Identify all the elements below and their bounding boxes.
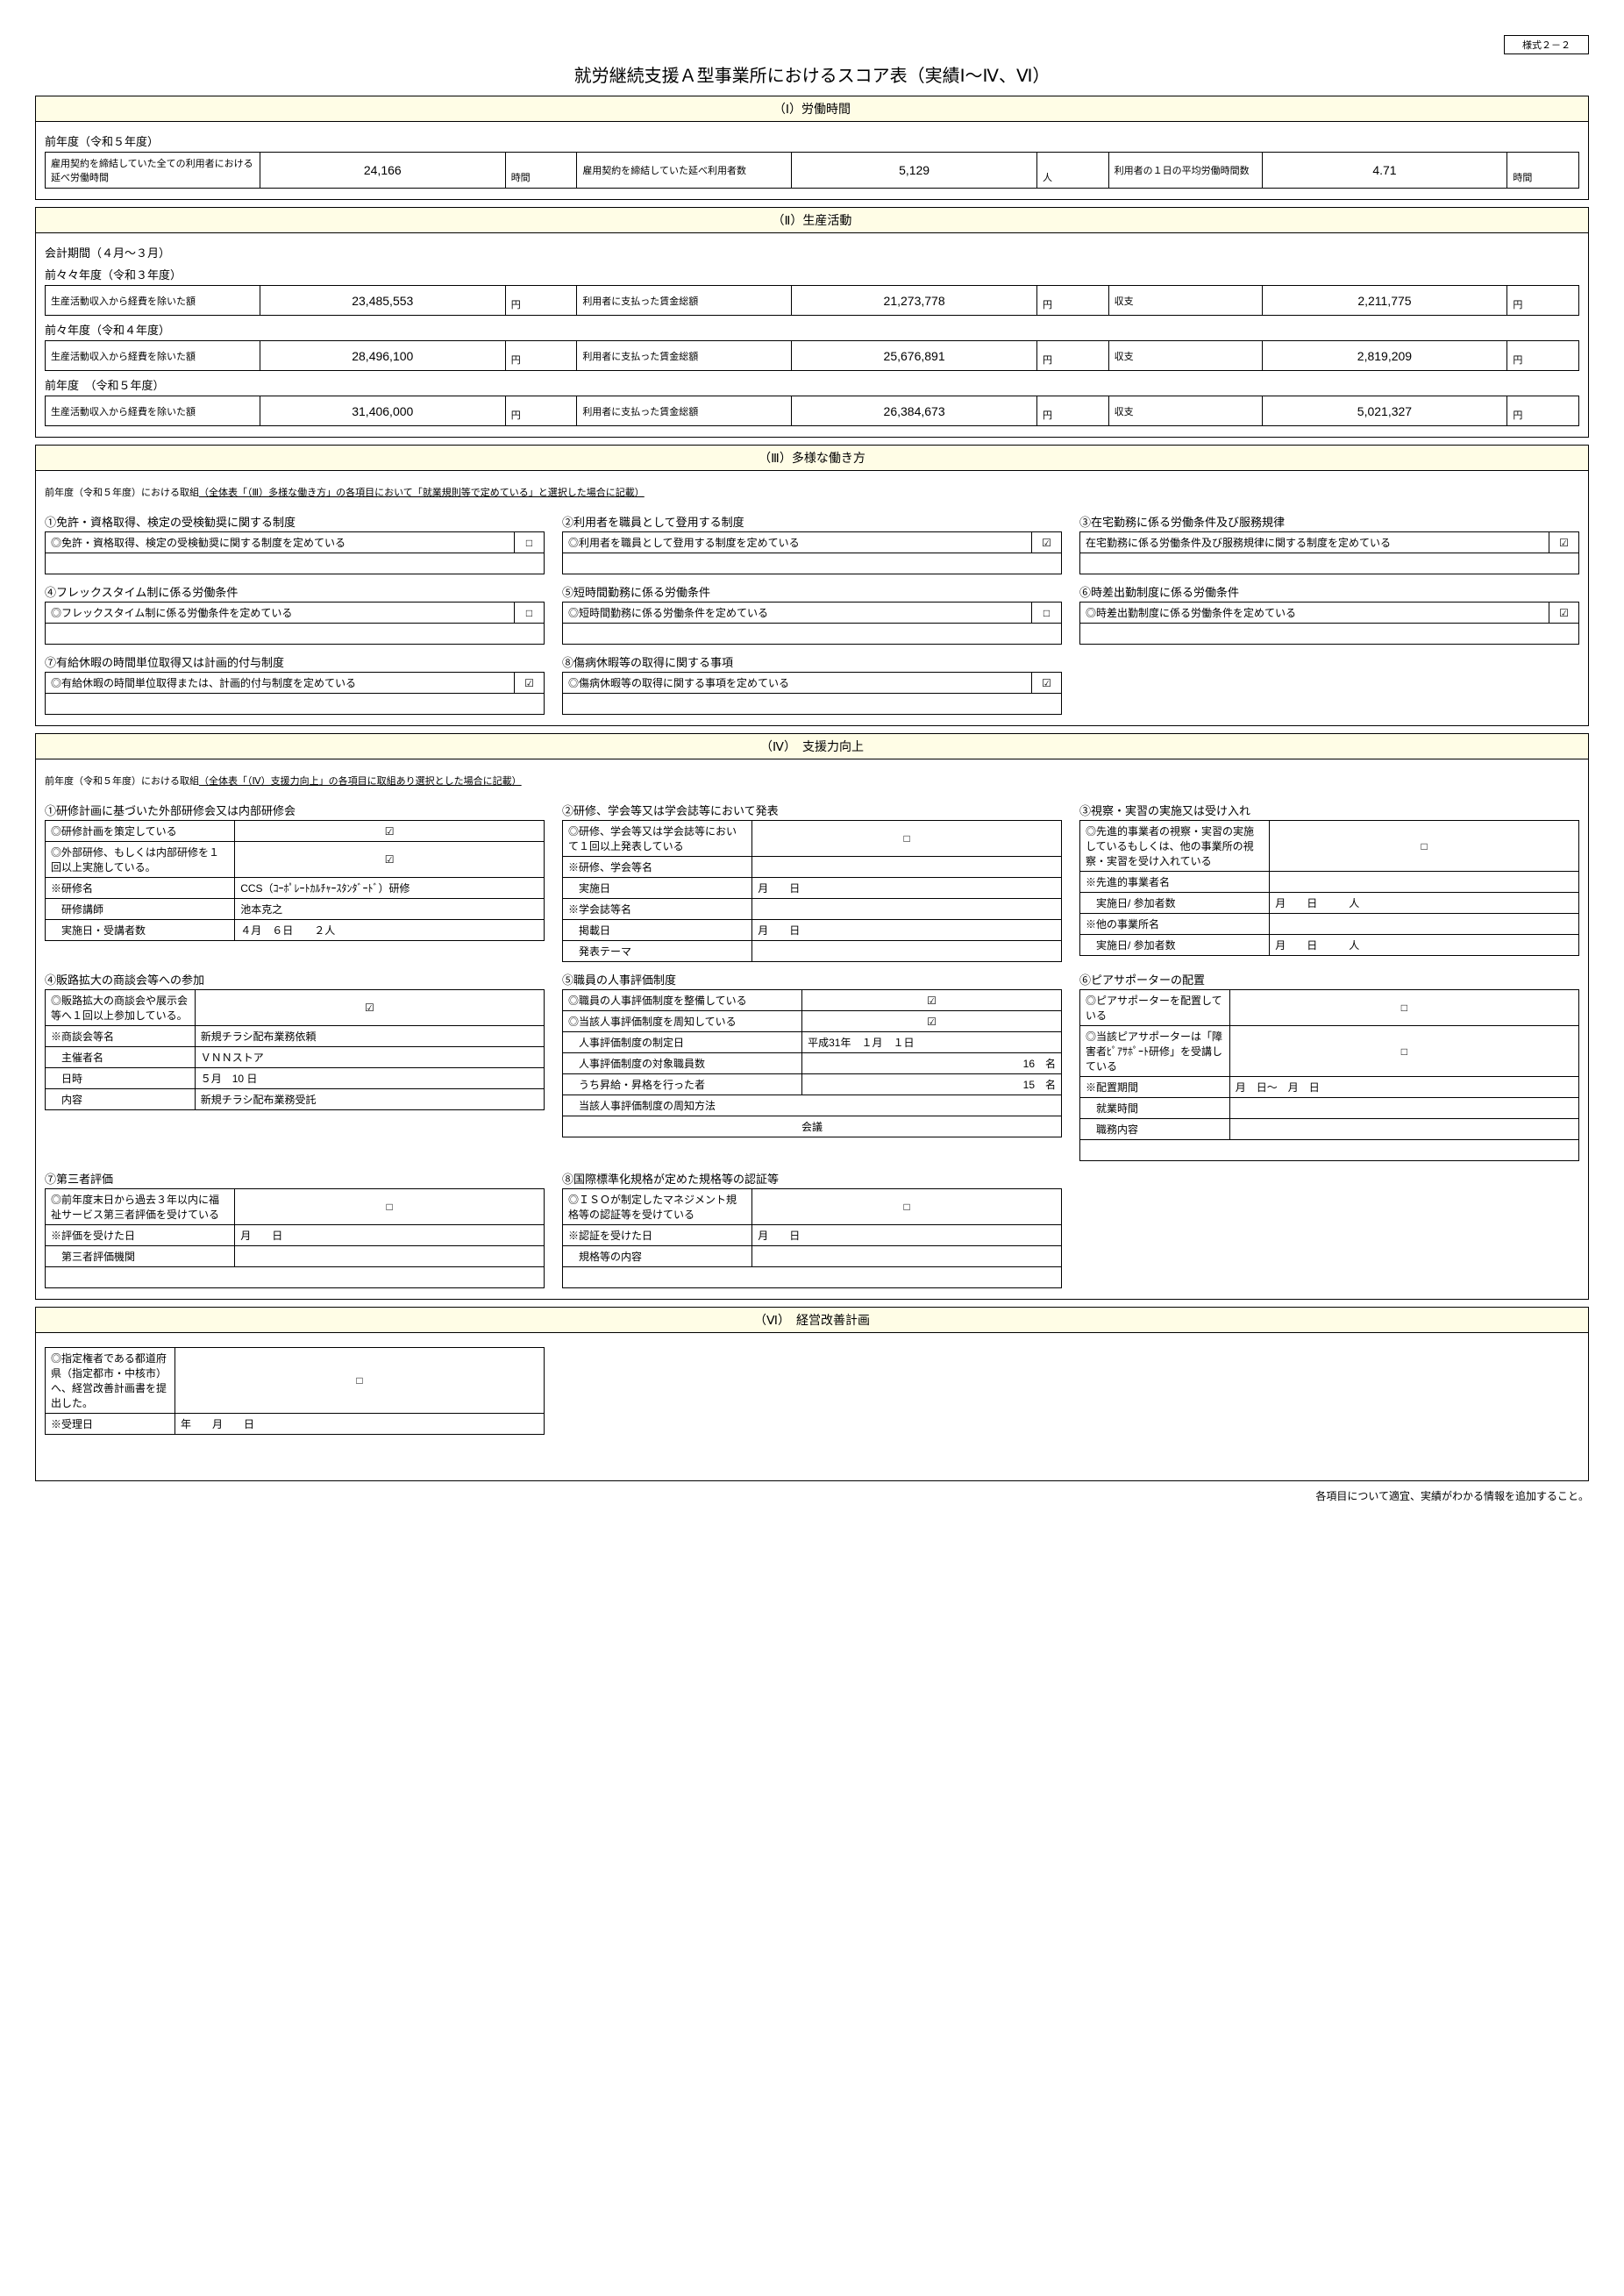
s4-g1: ①研修計画に基づいた外部研修会又は内部研修会 ◎研修計画を策定している☑ ◎外部… [45, 793, 545, 962]
checkbox[interactable]: □ [175, 1348, 544, 1414]
s4-g6: ⑥ピアサポーターの配置 ◎ピアサポーターを配置している□ ◎当該ピアサポーターは… [1079, 962, 1579, 1161]
s1-a-label: 雇用契約を締結していた全ての利用者における延べ労働時間 [46, 153, 260, 189]
s2-a-label: 生産活動収入から経費を除いた額 [46, 286, 260, 316]
checkbox[interactable]: □ [515, 532, 545, 553]
s1-a-unit: 時間 [505, 153, 577, 189]
s3-i2-title: ②利用者を職員として登用する制度 [562, 513, 1062, 530]
s2-r3-a: 31,406,000 [260, 396, 505, 426]
s4-g8: ⑧国際標準化規格が定めた規格等の認証等 ◎ＩＳＯが制定したマネジメント規格等の認… [562, 1161, 1062, 1288]
s1-c-label: 利用者の１日の平均労働時間数 [1108, 153, 1262, 189]
s3-row-3: ⑦有給休暇の時間単位取得又は計画的付与制度 ◎有給休暇の時間単位取得または、計画… [45, 645, 1579, 715]
checkbox[interactable]: □ [752, 1189, 1062, 1225]
checkbox[interactable]: □ [235, 1189, 545, 1225]
s4-g5: ⑤職員の人事評価制度 ◎職員の人事評価制度を整備している☑ ◎当該人事評価制度を… [562, 962, 1062, 1161]
page-title: 就労継続支援Ａ型事業所におけるスコア表（実績Ⅰ～Ⅳ、Ⅵ） [35, 61, 1589, 87]
s2-c-label: 収支 [1108, 286, 1262, 316]
s2-r2-b: 25,676,891 [792, 341, 1037, 371]
checkbox[interactable]: □ [752, 821, 1062, 857]
checkbox[interactable]: ☑ [235, 821, 545, 842]
section-3-title: （Ⅲ）多様な働き方 [35, 445, 1589, 471]
s2-b-label: 利用者に支払った賃金総額 [577, 286, 792, 316]
s1-c-unit: 時間 [1507, 153, 1579, 189]
s2-row-3: 生産活動収入から経費を除いた額 31,406,000 円 利用者に支払った賃金総… [45, 396, 1579, 426]
s3-row-1: ①免許・資格取得、検定の受検勧奨に関する制度 ◎免許・資格取得、検定の受検勧奨に… [45, 504, 1579, 574]
checkbox[interactable]: □ [1229, 1026, 1578, 1077]
s2-r2-a: 28,496,100 [260, 341, 505, 371]
s4-note: 前年度（令和５年度）における取組（全体表「（Ⅳ）支援力向上」の各項目に取組あり選… [45, 774, 1579, 788]
s4-g3: ③視察・実習の実施又は受け入れ ◎先進的事業者の視察・実習の実施しているもしくは… [1079, 793, 1579, 962]
s1-a-value: 24,166 [260, 153, 505, 189]
s1-b-unit: 人 [1037, 153, 1109, 189]
s3-row-2: ④フレックスタイム制に係る労働条件 ◎フレックスタイム制に係る労働条件を定めてい… [45, 574, 1579, 645]
checkbox[interactable]: ☑ [802, 990, 1062, 1011]
section-2-title: （Ⅱ）生産活動 [35, 207, 1589, 233]
section-3: 前年度（令和５年度）における取組（全体表「（Ⅲ）多様な働き方」の各項目において「… [35, 471, 1589, 726]
section-1: 前年度（令和５年度） 雇用契約を締結していた全ての利用者における延べ労働時間 2… [35, 122, 1589, 200]
section-6-title: （Ⅵ） 経営改善計画 [35, 1307, 1589, 1333]
footer-note: 各項目について適宜、実績がわかる情報を追加すること。 [35, 1488, 1589, 1503]
s1-c-value: 4.71 [1262, 153, 1507, 189]
s2-period: 会計期間（４月～３月） [45, 244, 1579, 260]
s3-i3-title: ③在宅勤務に係る労働条件及び服務規律 [1079, 513, 1579, 530]
checkbox[interactable]: □ [515, 603, 545, 624]
s2-r3-b: 26,384,673 [792, 396, 1037, 426]
s2-r1-a: 23,485,553 [260, 286, 505, 316]
s1-b-value: 5,129 [792, 153, 1037, 189]
section-1-title: （Ⅰ）労働時間 [35, 96, 1589, 122]
checkbox[interactable]: ☑ [1032, 532, 1062, 553]
s2-y1: 前々々年度（令和３年度） [45, 266, 1579, 282]
checkbox[interactable]: ☑ [1032, 673, 1062, 694]
s2-y2: 前々年度（令和４年度） [45, 321, 1579, 338]
s2-r1-b: 21,273,778 [792, 286, 1037, 316]
checkbox[interactable]: ☑ [802, 1011, 1062, 1032]
s2-unit: 円 [505, 286, 577, 316]
s4-g7: ⑦第三者評価 ◎前年度末日から過去３年以内に福祉サービス第三者評価を受けている□… [45, 1161, 545, 1288]
s3-note: 前年度（令和５年度）における取組（全体表「（Ⅲ）多様な働き方」の各項目において「… [45, 485, 1579, 499]
checkbox[interactable]: ☑ [1549, 603, 1579, 624]
form-id-box: 様式２－２ [35, 35, 1589, 54]
s4-g2: ②研修、学会等又は学会誌等において発表 ◎研修、学会等又は学会誌等において１回以… [562, 793, 1062, 962]
s2-row-2: 生産活動収入から経費を除いた額 28,496,100 円 利用者に支払った賃金総… [45, 340, 1579, 371]
s2-unit: 円 [1037, 286, 1109, 316]
form-id: 様式２－２ [1504, 35, 1589, 54]
checkbox[interactable]: ☑ [515, 673, 545, 694]
s6-g1: ◎指定権者である都道府県（指定都市・中核市）へ、経営改善計画書を提出した。□ ※… [45, 1338, 545, 1435]
s2-row-1: 生産活動収入から経費を除いた額 23,485,553 円 利用者に支払った賃金総… [45, 285, 1579, 316]
s4-g4: ④販路拡大の商談会等への参加 ◎販路拡大の商談会や展示会等へ１回以上参加している… [45, 962, 545, 1161]
section-6: ◎指定権者である都道府県（指定都市・中核市）へ、経営改善計画書を提出した。□ ※… [35, 1333, 1589, 1481]
checkbox[interactable]: ☑ [195, 990, 544, 1026]
checkbox[interactable]: ☑ [1549, 532, 1579, 553]
s1-b-label: 雇用契約を締結していた延べ利用者数 [577, 153, 792, 189]
checkbox[interactable]: □ [1229, 990, 1578, 1026]
s2-r3-c: 5,021,327 [1262, 396, 1507, 426]
section-4-title: （Ⅳ） 支援力向上 [35, 733, 1589, 759]
checkbox[interactable]: ☑ [235, 842, 545, 878]
s2-r1-c: 2,211,775 [1262, 286, 1507, 316]
section-2: 会計期間（４月～３月） 前々々年度（令和３年度） 生産活動収入から経費を除いた額… [35, 233, 1589, 438]
s2-r2-c: 2,819,209 [1262, 341, 1507, 371]
section-4: 前年度（令和５年度）における取組（全体表「（Ⅳ）支援力向上」の各項目に取組あり選… [35, 759, 1589, 1300]
s1-table: 雇用契約を締結していた全ての利用者における延べ労働時間 24,166 時間 雇用… [45, 152, 1579, 189]
s3-i1-title: ①免許・資格取得、検定の受検勧奨に関する制度 [45, 513, 545, 530]
checkbox[interactable]: □ [1032, 603, 1062, 624]
page-root: 様式２－２ 就労継続支援Ａ型事業所におけるスコア表（実績Ⅰ～Ⅳ、Ⅵ） （Ⅰ）労働… [35, 35, 1589, 1503]
s2-unit: 円 [1507, 286, 1579, 316]
s1-year: 前年度（令和５年度） [45, 132, 1579, 149]
checkbox[interactable]: □ [1270, 821, 1579, 872]
s2-y3: 前年度 （令和５年度） [45, 376, 1579, 393]
